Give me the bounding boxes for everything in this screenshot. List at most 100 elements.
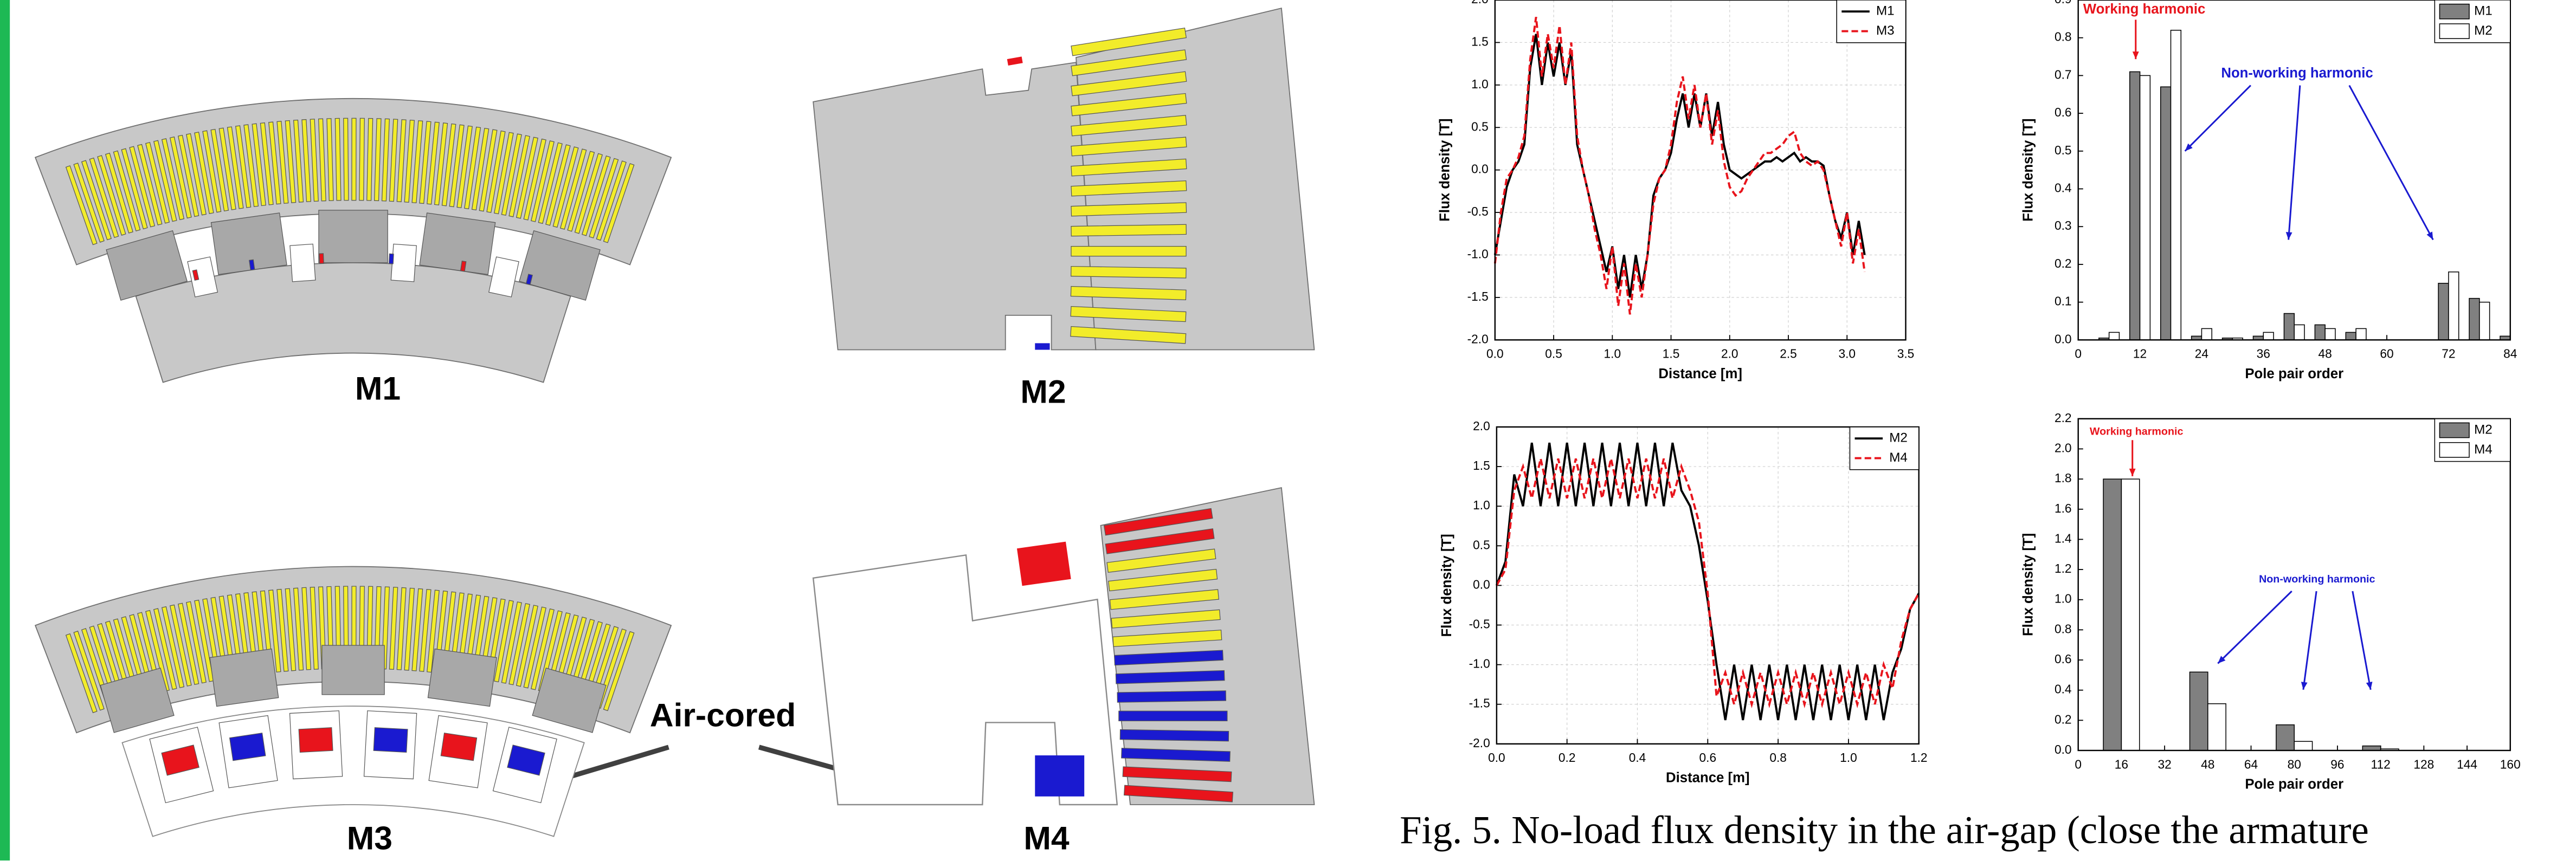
coil xyxy=(319,253,324,264)
stator-slot xyxy=(161,606,185,688)
coil xyxy=(192,269,199,281)
y-tick-label: -1.0 xyxy=(1469,657,1490,671)
stator-slot xyxy=(243,124,259,208)
y-tick-label: -1.5 xyxy=(1467,289,1489,303)
y-tick-label: 0.0 xyxy=(1471,162,1489,176)
arrow-head xyxy=(2129,468,2136,476)
stator-slot xyxy=(293,119,304,203)
machine-diagrams xyxy=(34,8,1315,837)
stator-slot xyxy=(1118,710,1228,722)
stator-slot xyxy=(404,119,415,203)
annotation-arrow xyxy=(2302,591,2317,690)
stator-slot xyxy=(97,155,126,236)
stator-slot xyxy=(1070,286,1187,300)
stator-slot xyxy=(359,118,365,201)
y-tick-label: 2.0 xyxy=(1471,0,1489,6)
stator-slot xyxy=(516,605,538,687)
y-tick-label: 0.8 xyxy=(2055,30,2072,44)
pole-block xyxy=(532,668,607,733)
stator-slot xyxy=(268,590,281,673)
bar xyxy=(2263,332,2274,341)
stator-slot xyxy=(531,140,555,222)
diagram-label: M4 xyxy=(1023,820,1069,857)
stator-slot xyxy=(381,118,390,202)
stator-slot xyxy=(396,119,407,203)
y-tick-label: 0.6 xyxy=(2055,105,2072,119)
legend-label: M1 xyxy=(1876,4,1895,18)
y-axis-title: Flux density [T] xyxy=(2021,119,2036,222)
y-tick-label: 0.2 xyxy=(2055,256,2072,270)
bar xyxy=(2448,271,2459,341)
stator-slot xyxy=(326,118,334,202)
x-tick-label: 24 xyxy=(2195,347,2208,361)
y-tick-label: 2.0 xyxy=(2055,441,2072,455)
coil-pocket xyxy=(390,243,417,282)
annotation-arrow xyxy=(2288,85,2301,240)
stator-slot xyxy=(1119,729,1229,742)
stator-slot xyxy=(186,601,207,684)
bar xyxy=(2139,75,2151,341)
stator-slot xyxy=(427,590,440,673)
coil xyxy=(1007,56,1023,66)
y-tick-label: 1.2 xyxy=(2055,561,2072,575)
stator-slot xyxy=(293,587,304,671)
stator-slot xyxy=(471,127,490,211)
stator-slot xyxy=(285,588,297,671)
bar xyxy=(2189,671,2208,751)
core-segment xyxy=(812,554,1118,806)
caption: Fig. 5. No-load flux density in the air-… xyxy=(1400,808,2369,852)
stator-slot xyxy=(186,133,207,216)
bar xyxy=(2294,324,2305,341)
x-tick-label: 0.4 xyxy=(1629,750,1646,765)
stator-slot xyxy=(531,608,555,690)
stator-slot xyxy=(177,603,199,685)
stator-slot xyxy=(501,601,522,684)
chart: 0.0 0.1 0.2 0.3 0.4 0.5 0.6 0.7 0.8 0.9 0 12 24 36 48 6… xyxy=(2021,0,2517,381)
coil xyxy=(525,274,533,286)
stator-slot xyxy=(334,118,342,201)
annotation: Non-working harmonic xyxy=(2221,66,2373,81)
y-tick-label: 0.6 xyxy=(2055,652,2072,666)
stator-slot xyxy=(389,587,398,670)
stator-slot xyxy=(137,144,163,226)
y-tick-label: -1.5 xyxy=(1469,696,1490,710)
y-tick-label: 1.0 xyxy=(1471,77,1489,91)
x-tick-label: 144 xyxy=(2457,757,2477,771)
core-segment xyxy=(1076,8,1315,351)
stator-slot xyxy=(1070,326,1187,344)
coil xyxy=(1016,541,1071,586)
stator-slot xyxy=(574,153,603,234)
stator-slot xyxy=(1071,180,1187,197)
chart: 0.0 0.2 0.4 0.6 0.8 1.0 1.2 1.4 1.6 1.8 2.0 2.2 0 16 3… xyxy=(2021,411,2521,792)
bar xyxy=(2276,724,2295,751)
y-tick-label: 0.5 xyxy=(2055,143,2072,157)
x-tick-label: 128 xyxy=(2413,757,2434,771)
legend-label: M3 xyxy=(1876,23,1895,38)
stator-slot xyxy=(276,588,289,672)
coil xyxy=(229,733,266,761)
legend-label: M2 xyxy=(1889,431,1908,445)
stator-slot xyxy=(411,588,423,671)
stator-slot xyxy=(396,587,407,670)
diagram-label: M1 xyxy=(355,370,401,406)
stator-slot xyxy=(1109,589,1219,610)
stator-slot xyxy=(449,124,465,208)
y-tick-label: -2.0 xyxy=(1467,332,1489,346)
x-tick-label: 96 xyxy=(2330,757,2344,771)
pole-block xyxy=(209,648,279,707)
stator-slot xyxy=(389,119,398,202)
stator-slot xyxy=(1112,630,1222,648)
stator-slot xyxy=(1071,224,1187,237)
stator-slot xyxy=(218,127,236,210)
legend-swatch xyxy=(2439,442,2470,458)
stator-slot xyxy=(589,158,619,238)
stator-slot xyxy=(1122,766,1232,782)
y-tick-label: 0.4 xyxy=(2055,682,2072,696)
plot-frame xyxy=(2078,418,2510,750)
core-segment xyxy=(813,62,1097,351)
stator-slot xyxy=(1105,528,1215,554)
coil xyxy=(161,745,199,776)
stator-slot xyxy=(1117,690,1227,703)
annotation-arrow xyxy=(2184,85,2251,152)
